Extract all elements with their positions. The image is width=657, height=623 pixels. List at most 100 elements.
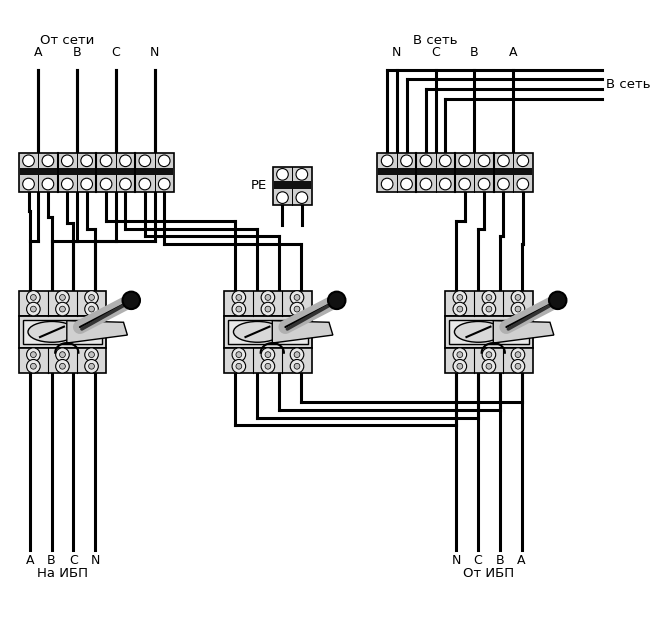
Circle shape xyxy=(232,302,246,316)
Text: N: N xyxy=(150,45,159,59)
Circle shape xyxy=(294,363,300,369)
Circle shape xyxy=(123,292,140,309)
Circle shape xyxy=(60,363,65,369)
Circle shape xyxy=(261,291,275,304)
Circle shape xyxy=(296,192,307,204)
Circle shape xyxy=(294,306,300,312)
Circle shape xyxy=(497,155,509,166)
Circle shape xyxy=(290,359,304,373)
Text: В сеть: В сеть xyxy=(606,78,650,91)
Circle shape xyxy=(401,155,413,166)
Circle shape xyxy=(511,348,525,361)
Text: От ИБП: От ИБП xyxy=(463,567,514,580)
Text: От сети: От сети xyxy=(40,34,95,47)
Text: A: A xyxy=(509,45,517,59)
Circle shape xyxy=(261,348,275,361)
Circle shape xyxy=(511,359,525,373)
Circle shape xyxy=(290,302,304,316)
Bar xyxy=(456,168,493,175)
Circle shape xyxy=(56,291,69,304)
Circle shape xyxy=(482,291,495,304)
Circle shape xyxy=(459,178,470,190)
Circle shape xyxy=(294,295,300,300)
Circle shape xyxy=(453,359,466,373)
Circle shape xyxy=(482,302,495,316)
Circle shape xyxy=(296,169,307,180)
Circle shape xyxy=(457,352,463,358)
Circle shape xyxy=(515,295,521,300)
Circle shape xyxy=(453,302,466,316)
Circle shape xyxy=(277,192,288,204)
Ellipse shape xyxy=(455,321,503,342)
Text: B: B xyxy=(73,45,81,59)
Circle shape xyxy=(261,302,275,316)
Circle shape xyxy=(482,359,495,373)
Text: C: C xyxy=(112,45,120,59)
Circle shape xyxy=(265,352,271,358)
Circle shape xyxy=(236,306,242,312)
Circle shape xyxy=(30,295,36,300)
Text: A: A xyxy=(26,554,34,566)
Bar xyxy=(58,168,95,175)
Circle shape xyxy=(486,295,492,300)
Circle shape xyxy=(139,178,150,190)
Circle shape xyxy=(515,306,521,312)
Bar xyxy=(449,320,529,344)
Circle shape xyxy=(85,302,99,316)
Circle shape xyxy=(236,295,242,300)
Circle shape xyxy=(30,352,36,358)
Circle shape xyxy=(265,363,271,369)
Circle shape xyxy=(23,155,34,166)
Circle shape xyxy=(139,155,150,166)
Bar xyxy=(445,316,533,348)
Text: C: C xyxy=(474,554,482,566)
Bar xyxy=(445,291,533,316)
Circle shape xyxy=(85,348,99,361)
Circle shape xyxy=(62,178,73,190)
Text: C: C xyxy=(431,45,440,59)
Circle shape xyxy=(294,352,300,358)
Circle shape xyxy=(26,291,40,304)
Circle shape xyxy=(457,363,463,369)
Bar xyxy=(274,181,311,189)
Bar xyxy=(224,348,311,373)
Ellipse shape xyxy=(28,321,76,342)
Circle shape xyxy=(440,178,451,190)
Circle shape xyxy=(23,178,34,190)
Circle shape xyxy=(158,178,170,190)
Circle shape xyxy=(232,291,246,304)
Circle shape xyxy=(158,155,170,166)
Circle shape xyxy=(497,178,509,190)
Circle shape xyxy=(62,155,73,166)
Circle shape xyxy=(486,352,492,358)
Circle shape xyxy=(60,295,65,300)
Circle shape xyxy=(232,359,246,373)
Text: B: B xyxy=(47,554,56,566)
Polygon shape xyxy=(493,321,554,343)
Circle shape xyxy=(486,306,492,312)
Circle shape xyxy=(265,295,271,300)
Circle shape xyxy=(486,363,492,369)
Circle shape xyxy=(81,155,93,166)
Circle shape xyxy=(56,348,69,361)
Circle shape xyxy=(42,178,54,190)
Circle shape xyxy=(511,302,525,316)
Circle shape xyxy=(457,306,463,312)
Circle shape xyxy=(236,363,242,369)
Circle shape xyxy=(85,291,99,304)
Text: A: A xyxy=(34,45,43,59)
Circle shape xyxy=(60,306,65,312)
Circle shape xyxy=(265,306,271,312)
Polygon shape xyxy=(272,321,333,343)
Text: N: N xyxy=(91,554,100,566)
Circle shape xyxy=(81,178,93,190)
Bar xyxy=(20,168,57,175)
Bar xyxy=(136,168,173,175)
Text: На ИБП: На ИБП xyxy=(37,567,88,580)
Circle shape xyxy=(26,302,40,316)
Circle shape xyxy=(89,363,95,369)
Circle shape xyxy=(511,291,525,304)
Circle shape xyxy=(440,155,451,166)
Bar xyxy=(273,166,311,206)
Circle shape xyxy=(381,178,393,190)
